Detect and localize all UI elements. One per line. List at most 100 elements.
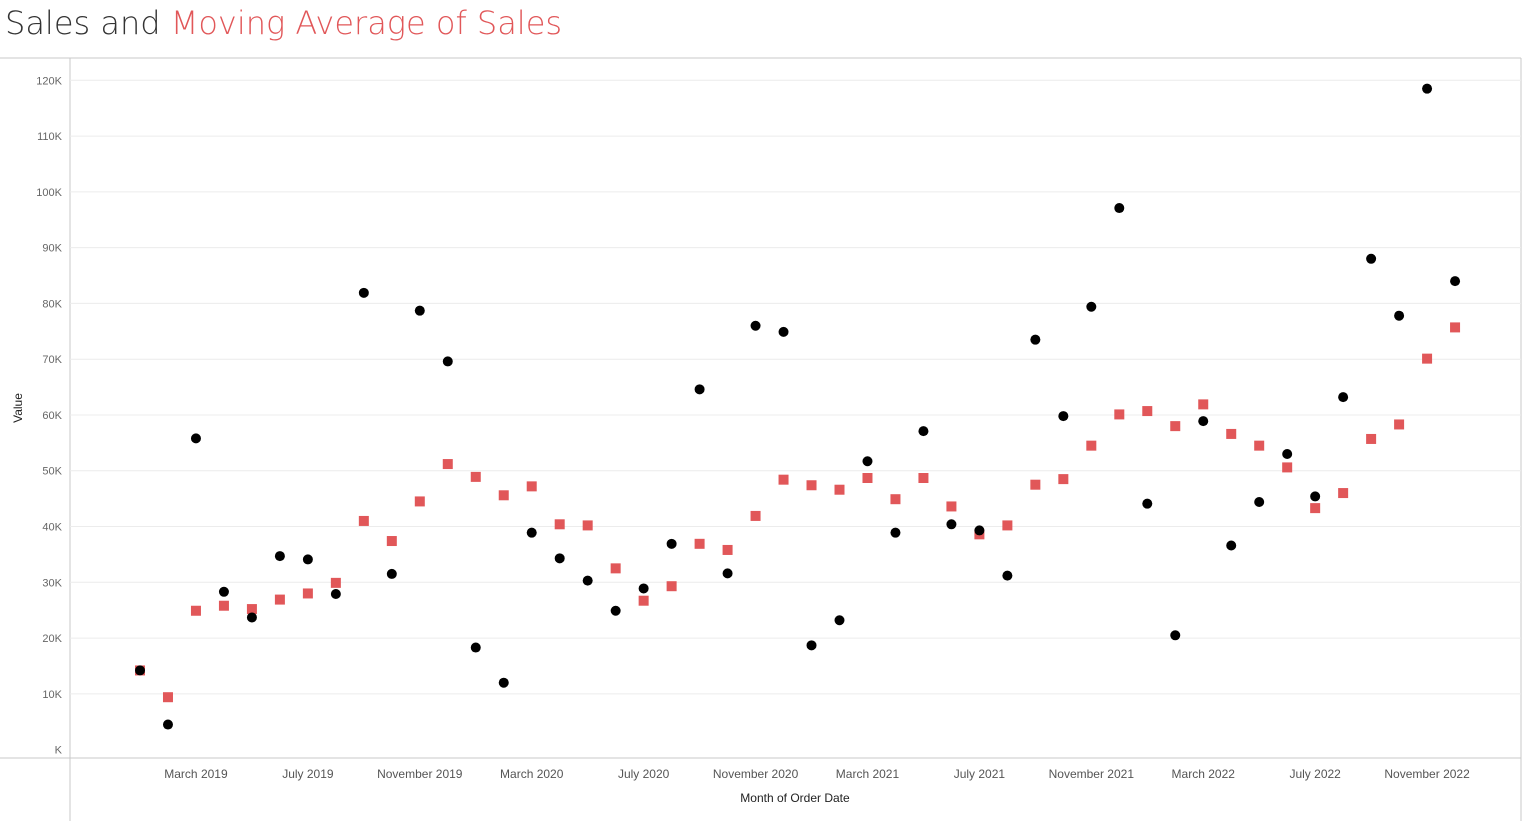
moving-average-point [806, 480, 817, 491]
moving-average-point [582, 520, 593, 531]
sales-point [470, 642, 481, 653]
sales-point [386, 568, 397, 579]
x-tick-label: March 2019 [164, 767, 228, 781]
sales-point [1142, 498, 1153, 509]
sales-point [1366, 253, 1377, 264]
moving-average-point [554, 519, 565, 530]
sales-point [638, 583, 649, 594]
x-tick-label: March 2021 [836, 767, 900, 781]
moving-average-point [274, 594, 285, 605]
chart-title-sales: Sales and [5, 4, 161, 42]
moving-average-point [750, 510, 761, 521]
moving-average-point [218, 600, 229, 611]
chart-title: Sales and Moving Average of Sales [5, 4, 562, 42]
sales-point [330, 589, 341, 600]
moving-average-point [470, 471, 481, 482]
y-tick-label: 50K [42, 466, 62, 478]
sales-point [1086, 301, 1097, 312]
sales-point [582, 575, 593, 586]
moving-average-point [442, 459, 453, 470]
moving-average-point [1114, 409, 1125, 420]
y-tick-label: 100K [36, 187, 62, 199]
sales-point [862, 456, 873, 467]
sales-point [890, 527, 901, 538]
moving-average-point [1338, 488, 1349, 499]
x-axis-title: Month of Order Date [740, 791, 850, 805]
sales-point [498, 677, 509, 688]
y-tick-label: 30K [42, 577, 62, 589]
moving-average-point [498, 490, 509, 501]
moving-average-point [890, 494, 901, 505]
x-tick-label: November 2022 [1384, 767, 1470, 781]
x-tick-label: July 2021 [954, 767, 1006, 781]
moving-average-point [778, 474, 789, 485]
sales-point [526, 527, 537, 538]
sales-point [1282, 449, 1293, 460]
sales-point [1058, 411, 1069, 422]
sales-point [1170, 630, 1181, 641]
moving-average-point [666, 581, 677, 592]
y-tick-label: 80K [42, 298, 62, 310]
sales-series [135, 83, 1461, 730]
y-tick-label: 90K [42, 243, 62, 255]
sales-point [135, 665, 145, 676]
sales-point [442, 356, 453, 367]
moving-average-point [386, 536, 397, 547]
moving-average-point [1282, 462, 1293, 473]
sales-point [722, 568, 733, 579]
x-tick-label: November 2021 [1049, 767, 1135, 781]
sales-point [1114, 203, 1125, 214]
sales-point [806, 640, 817, 651]
sales-point [1030, 334, 1041, 345]
moving-average-point [610, 563, 621, 574]
sales-point [946, 519, 957, 530]
y-tick-label: 60K [42, 410, 62, 422]
sales-point [1226, 540, 1237, 551]
sales-point [666, 538, 677, 549]
chart-title-moving-average: Moving Average of Sales [170, 4, 563, 42]
moving-average-point [358, 515, 369, 526]
sales-point [218, 586, 229, 597]
sales-point [1198, 416, 1209, 427]
sales-point [162, 719, 173, 730]
moving-average-point [302, 588, 313, 599]
sales-point [1002, 570, 1013, 581]
y-tick-label: 10K [42, 689, 62, 701]
moving-average-point [526, 481, 537, 492]
sales-point [1338, 392, 1349, 403]
y-tick-label: 20K [42, 633, 62, 645]
y-tick-label: 120K [36, 75, 62, 87]
y-tick-label: 110K [37, 131, 63, 143]
sales-point [554, 553, 565, 564]
moving-average-series [135, 322, 1461, 703]
x-axis-ticks: March 2019 July 2019 November 2019 March 20… [164, 767, 1470, 781]
moving-average-point [414, 496, 425, 507]
moving-average-point [246, 604, 257, 615]
moving-average-point [862, 473, 873, 483]
moving-average-point [1030, 479, 1041, 490]
sales-point [358, 287, 369, 298]
moving-average-point [1254, 440, 1265, 451]
sales-point [918, 426, 929, 437]
sales-point [414, 305, 425, 316]
sales-point [302, 554, 313, 565]
x-tick-label: March 2022 [1172, 767, 1236, 781]
moving-average-point [1394, 419, 1405, 430]
moving-average-point [638, 595, 649, 606]
sales-point [694, 384, 705, 395]
chart-frame [0, 57, 1522, 821]
moving-average-point [162, 692, 173, 703]
moving-average-point [1198, 399, 1209, 410]
moving-average-point [834, 484, 845, 495]
x-tick-label: July 2019 [282, 767, 334, 781]
moving-average-point [330, 577, 341, 588]
sales-point [246, 612, 257, 623]
moving-average-point [1086, 440, 1097, 451]
moving-average-point [1366, 433, 1377, 444]
y-tick-label: 40K [42, 522, 62, 534]
moving-average-point [1310, 503, 1321, 514]
moving-average-point [1002, 520, 1013, 531]
sales-point [778, 326, 789, 337]
moving-average-point [694, 538, 705, 549]
